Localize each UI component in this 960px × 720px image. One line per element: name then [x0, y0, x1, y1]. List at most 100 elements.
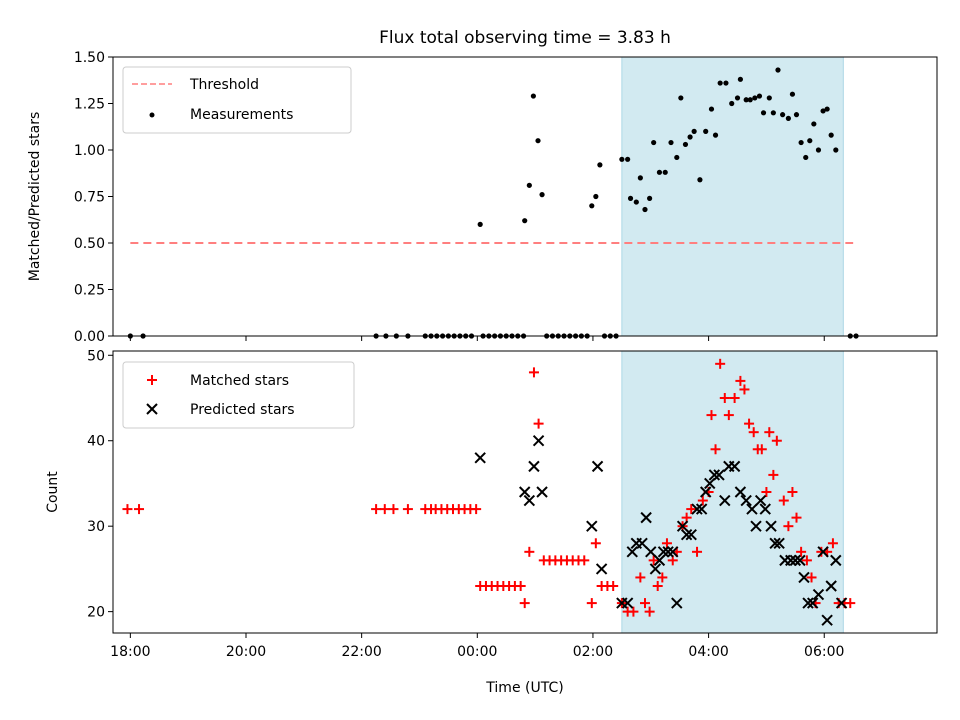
- y-tick-label: 50: [87, 348, 105, 364]
- matched-star-point: [735, 375, 746, 386]
- measurement-point: [627, 195, 634, 201]
- measurement-point: [678, 95, 684, 101]
- matched-star-point: [371, 504, 382, 515]
- measurement-point: [775, 67, 781, 73]
- matched-star-point: [388, 504, 399, 515]
- matched-star-point: [657, 572, 668, 583]
- measurement-point: [815, 147, 822, 153]
- x-tick-label: 18:00: [110, 644, 150, 660]
- measurement-point: [737, 76, 743, 82]
- matched-star-point: [515, 581, 526, 591]
- matched-star-point: [524, 546, 535, 557]
- predicted-star-point: [636, 537, 648, 549]
- measurement-point: [633, 199, 639, 205]
- matched-star-point: [686, 504, 697, 515]
- predicted-star-point: [523, 494, 536, 507]
- x-tick-label: 04:00: [688, 644, 728, 660]
- matched-star-point: [744, 418, 755, 429]
- matched-star-point: [608, 581, 619, 591]
- matched-star-point: [533, 418, 544, 429]
- measurement-point: [833, 147, 839, 153]
- matched-star-point: [768, 469, 779, 480]
- chart-title: Flux total observing time = 3.83 h: [379, 28, 671, 48]
- predicted-star-point: [528, 460, 540, 473]
- matched-star-point: [806, 572, 817, 583]
- measurement-point: [687, 134, 693, 140]
- matched-star-point: [791, 512, 802, 523]
- matched-star-point: [801, 555, 812, 566]
- matched-star-point: [639, 598, 650, 609]
- bottom-legend: Matched stars Predicted stars: [122, 361, 355, 429]
- predicted-star-point: [825, 580, 837, 592]
- measurement-point: [756, 93, 763, 99]
- y-tick-label: 0.50: [74, 236, 105, 252]
- x-axis-label: Time (UTC): [485, 680, 563, 696]
- top-y-axis-label: Matched/Predicted stars: [27, 112, 43, 282]
- count-points: [122, 358, 856, 626]
- predicted-star-point: [595, 563, 608, 575]
- bottom-y-ticks: 20 30 40 50: [87, 348, 113, 621]
- observing-window-shade: [621, 350, 844, 634]
- measurement-point: [656, 169, 663, 175]
- measurement-point: [712, 132, 719, 138]
- matched-star-point: [692, 546, 703, 557]
- measurement-point: [717, 80, 723, 86]
- predicted-star-point: [519, 486, 531, 498]
- predicted-star-point: [640, 511, 652, 524]
- matched-star-point: [652, 581, 663, 591]
- measurement-point: [708, 106, 715, 112]
- measurement-point: [803, 154, 809, 161]
- predicted-star-point: [728, 460, 741, 473]
- predicted-star-point: [671, 597, 683, 609]
- predicted-star-point: [680, 529, 693, 541]
- star-count-panel: 20 30 40 50 18:00 20:00 22:00 00:00 02:00 04:00 0…: [45, 348, 938, 696]
- predicted-star-point: [695, 503, 708, 515]
- measurement-point: [597, 162, 603, 168]
- predicted-legend-marker: [146, 403, 158, 415]
- top-legend-box: [122, 66, 352, 134]
- predicted-star-point: [802, 597, 814, 609]
- matched-legend-marker: [147, 375, 157, 385]
- measurement-point: [530, 93, 536, 99]
- predicted-star-point: [734, 486, 747, 498]
- predicted-star-point: [713, 469, 725, 481]
- predicted-star-point: [812, 588, 825, 601]
- measurement-point: [760, 110, 767, 116]
- predicted-star-point: [759, 503, 771, 515]
- matched-star-point: [134, 504, 145, 515]
- y-tick-label: 0.00: [74, 329, 105, 345]
- measurement-point: [697, 177, 703, 183]
- y-tick-label: 40: [87, 434, 105, 450]
- predicted-star-point: [798, 571, 810, 584]
- predicted-star-point: [645, 546, 657, 558]
- matched-star-point: [402, 504, 413, 515]
- bottom-axes-frame: [112, 350, 938, 634]
- predicted-star-point: [591, 460, 604, 473]
- matched-star-point: [519, 598, 530, 609]
- predicted-star-point: [750, 520, 762, 532]
- predicted-legend-label: Predicted stars: [190, 402, 295, 418]
- predicted-star-point: [806, 597, 819, 609]
- measurement-point: [668, 139, 674, 146]
- measurement-point: [674, 154, 680, 161]
- matched-star-point: [845, 598, 856, 609]
- measurement-point: [811, 121, 817, 127]
- matched-star-point: [748, 427, 759, 438]
- predicted-star-point: [532, 435, 545, 447]
- y-tick-label: 0.25: [74, 283, 105, 299]
- matched-star-point: [590, 538, 601, 549]
- matched-star-point: [635, 572, 646, 583]
- matched-legend-label: Matched stars: [190, 373, 289, 389]
- matched-star-point: [648, 555, 659, 566]
- x-tick-label: 00:00: [457, 644, 497, 660]
- predicted-star-point: [817, 546, 829, 558]
- predicted-star-point: [474, 452, 486, 464]
- predicted-star-point: [676, 520, 689, 532]
- predicted-star-point: [704, 477, 716, 490]
- predicted-star-point: [691, 503, 703, 515]
- x-tick-label: 06:00: [804, 644, 844, 660]
- bottom-x-ticks: 18:00 20:00 22:00 00:00 02:00 04:00 06:00: [110, 633, 844, 660]
- measurement-point: [682, 141, 689, 148]
- matched-star-point: [756, 444, 767, 455]
